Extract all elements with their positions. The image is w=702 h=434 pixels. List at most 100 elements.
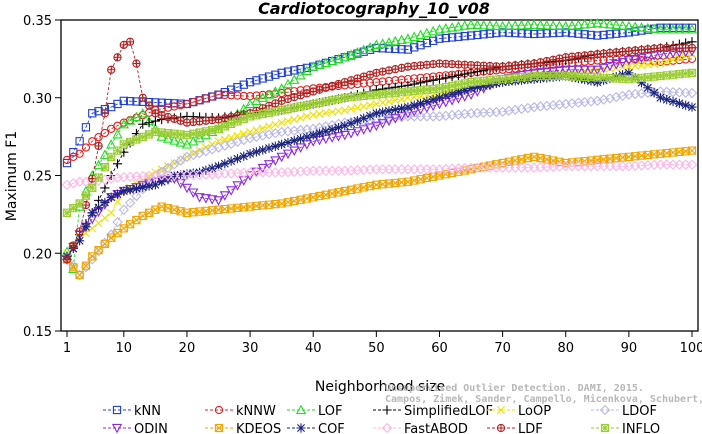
data-point [365,111,375,121]
data-point [592,17,603,28]
data-point [188,188,199,198]
data-point [662,71,671,80]
data-point [446,22,458,32]
data-point [340,106,349,115]
y-axis-ticks: 0.15 0.20 0.25 0.30 0.35 [23,14,61,340]
data-point [170,102,179,111]
data-point [100,109,110,118]
data-point [138,182,148,192]
data-point [118,204,129,215]
data-point [497,20,508,31]
data-point [81,191,91,200]
data-point [372,90,381,99]
data-point [220,122,229,131]
data-point [333,132,344,142]
data-point [94,219,103,228]
data-point [226,156,236,166]
data-point [637,55,646,65]
data-point [69,241,78,250]
data-point [93,159,104,170]
data-point [649,72,659,81]
data-point [547,20,559,30]
x-tick-label: 30 [242,341,259,356]
data-point [207,195,218,205]
data-point [359,113,369,123]
data-point [302,112,311,121]
series-line-ODIN [66,50,693,260]
data-point [314,59,325,69]
data-point [579,65,590,76]
data-point [498,74,507,84]
data-point [410,43,419,52]
data-point [175,137,186,147]
data-point [637,73,646,82]
data-point [125,97,135,106]
data-point [315,109,324,118]
data-point [454,80,463,89]
legend-label: SimplifiedLOF [404,404,493,419]
data-point [214,90,223,99]
data-point [353,103,362,112]
data-point [687,68,697,78]
data-point [321,126,331,136]
x-tick-label: 90 [621,341,638,356]
data-point [378,89,387,99]
data-point [75,199,84,208]
data-point [410,86,419,96]
data-point [264,108,274,117]
data-point [233,83,242,92]
data-point [611,60,622,70]
data-point [327,55,338,66]
data-point [214,137,223,146]
data-point [604,18,616,29]
data-point [573,19,584,30]
data-point [169,170,179,181]
data-point [233,91,242,100]
data-point [650,60,659,69]
data-point [88,137,97,146]
data-point [674,98,684,108]
data-point [296,64,305,74]
data-point [643,60,652,69]
data-point [169,135,180,145]
data-point [69,148,78,157]
data-point [264,143,274,153]
data-point [541,19,552,30]
data-point [252,126,261,135]
data-point [592,77,602,87]
data-point [68,178,79,189]
data-point [599,30,608,40]
data-point [636,78,647,88]
data-point [396,103,407,113]
data-point [397,88,406,97]
data-point [391,88,400,97]
data-point [365,78,375,87]
data-point [239,151,249,161]
data-point [239,129,248,138]
data-point [390,35,401,46]
data-point [566,20,578,30]
data-point [320,57,331,68]
legend-label: LDOF [622,404,657,419]
data-point [631,62,640,71]
data-point [535,19,546,30]
data-point [547,66,559,77]
data-point [321,97,330,106]
data-point [466,78,476,87]
data-point [157,177,167,187]
data-point [624,28,634,37]
y-tick-label: 0.20 [23,247,52,262]
data-point [201,127,211,136]
data-point [69,263,78,272]
data-point [485,29,495,38]
data-point [554,20,565,31]
data-point [574,29,583,38]
data-point [88,109,97,118]
legend-marker [296,423,306,433]
data-point [460,79,469,88]
data-point [560,65,571,76]
data-point [251,147,261,157]
data-point [365,91,375,100]
data-point [592,95,603,107]
data-point [441,73,451,83]
